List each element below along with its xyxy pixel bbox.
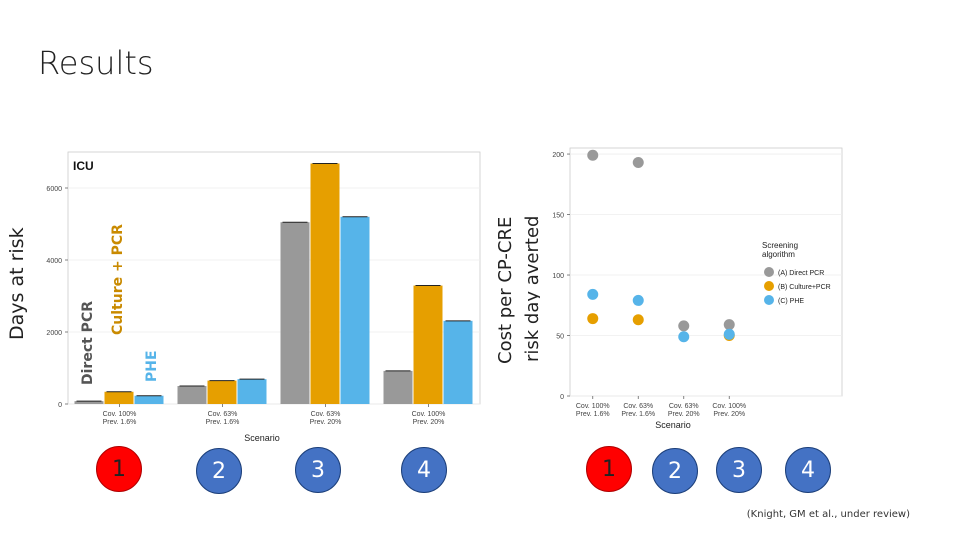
x-tick-label: Prev. 20% <box>310 419 342 426</box>
legend-title: Screening <box>762 241 798 250</box>
badge-left-3: 3 <box>295 447 341 493</box>
legend-label: (B) Culture+PCR <box>778 284 831 291</box>
x-tick-label: Cov. 100% <box>576 403 610 410</box>
x-tick-label: Prev. 1.6% <box>206 419 240 426</box>
badge-right-3: 3 <box>716 447 762 493</box>
x-tick-label: Prev. 1.6% <box>576 411 610 418</box>
y-tick-label: 200 <box>552 152 564 159</box>
legend-label: (C) PHE <box>778 298 804 305</box>
y-tick-label: 100 <box>552 273 564 280</box>
culture-pcr-label: Culture + PCR <box>110 224 126 335</box>
x-tick-label: Prev. 1.6% <box>621 411 655 418</box>
badge-left-2: 2 <box>196 448 242 494</box>
phe-label: PHE <box>144 350 160 382</box>
y-tick-label: 0 <box>560 394 564 401</box>
y-tick-label: 50 <box>556 334 564 341</box>
bar <box>237 379 267 404</box>
x-tick-label: Prev. 20% <box>413 419 445 426</box>
y-tick-label: 150 <box>552 213 564 220</box>
plot-area <box>67 151 481 405</box>
direct-pcr-label: Direct PCR <box>80 301 96 385</box>
bar <box>443 320 473 404</box>
legend-label: (A) Direct PCR <box>778 270 824 277</box>
badge-right-1: 1 <box>586 446 632 492</box>
legend-swatch <box>764 267 774 277</box>
x-tick-label: Prev. 20% <box>713 411 745 418</box>
badge-right-4: 4 <box>785 447 831 493</box>
x-tick-label: Cov. 63% <box>669 403 699 410</box>
bar <box>280 222 310 404</box>
chart-title: ICU <box>73 159 94 173</box>
scatter-point <box>587 288 599 300</box>
x-tick-label: Cov. 100% <box>712 403 746 410</box>
scatter-point <box>632 157 644 169</box>
bar <box>413 285 443 404</box>
legend-title: algorithm <box>762 250 795 259</box>
x-tick-label: Cov. 63% <box>311 411 341 418</box>
x-tick-label: Cov. 63% <box>208 411 238 418</box>
days-at-risk-label: Days at risk <box>6 227 28 340</box>
legend-swatch <box>764 281 774 291</box>
bar <box>383 370 413 404</box>
x-tick-label: Cov. 100% <box>103 411 137 418</box>
x-axis-label: Scenario <box>244 433 280 443</box>
scatter-point <box>587 149 599 161</box>
x-tick-label: Cov. 63% <box>623 403 653 410</box>
x-tick-label: Prev. 1.6% <box>103 419 137 426</box>
x-tick-label: Cov. 100% <box>412 411 446 418</box>
bar <box>74 401 104 404</box>
badge-right-2: 2 <box>652 448 698 494</box>
legend-swatch <box>764 295 774 305</box>
bar <box>340 216 370 404</box>
scatter-chart-panel: 0 50 100 150 200 Cov. 100% Prev. 1.6% Cov. 63% P… <box>540 144 856 448</box>
citation: (Knight, GM et al., under review) <box>746 509 910 520</box>
badge-left-1: 1 <box>96 446 142 492</box>
scatter-point <box>723 319 735 331</box>
y-tick-label: 6000 <box>46 186 62 193</box>
bar <box>134 395 164 404</box>
scatter-point <box>723 328 735 340</box>
badge-left-4: 4 <box>401 447 447 493</box>
x-axis-label: Scenario <box>655 420 691 430</box>
scatter-point <box>678 331 690 343</box>
bar <box>104 391 134 404</box>
scatter-point <box>587 313 599 325</box>
bar <box>177 386 207 404</box>
scatter-point <box>632 294 644 306</box>
bar <box>310 163 340 404</box>
x-tick-label: Prev. 20% <box>668 411 700 418</box>
bar-chart-panel: 0 2000 4000 6000 ICU Cov. 100% Prev. 1.6% Cov. … <box>28 144 484 448</box>
scatter-point <box>632 314 644 326</box>
slide-title: Results <box>38 44 154 82</box>
cost-label-line1: Cost per CP-CRE <box>495 216 516 364</box>
y-tick-label: 4000 <box>46 258 62 265</box>
scatter-point <box>678 320 690 332</box>
bar <box>207 380 237 404</box>
y-tick-label: 2000 <box>46 330 62 337</box>
y-tick-label: 0 <box>58 402 62 409</box>
